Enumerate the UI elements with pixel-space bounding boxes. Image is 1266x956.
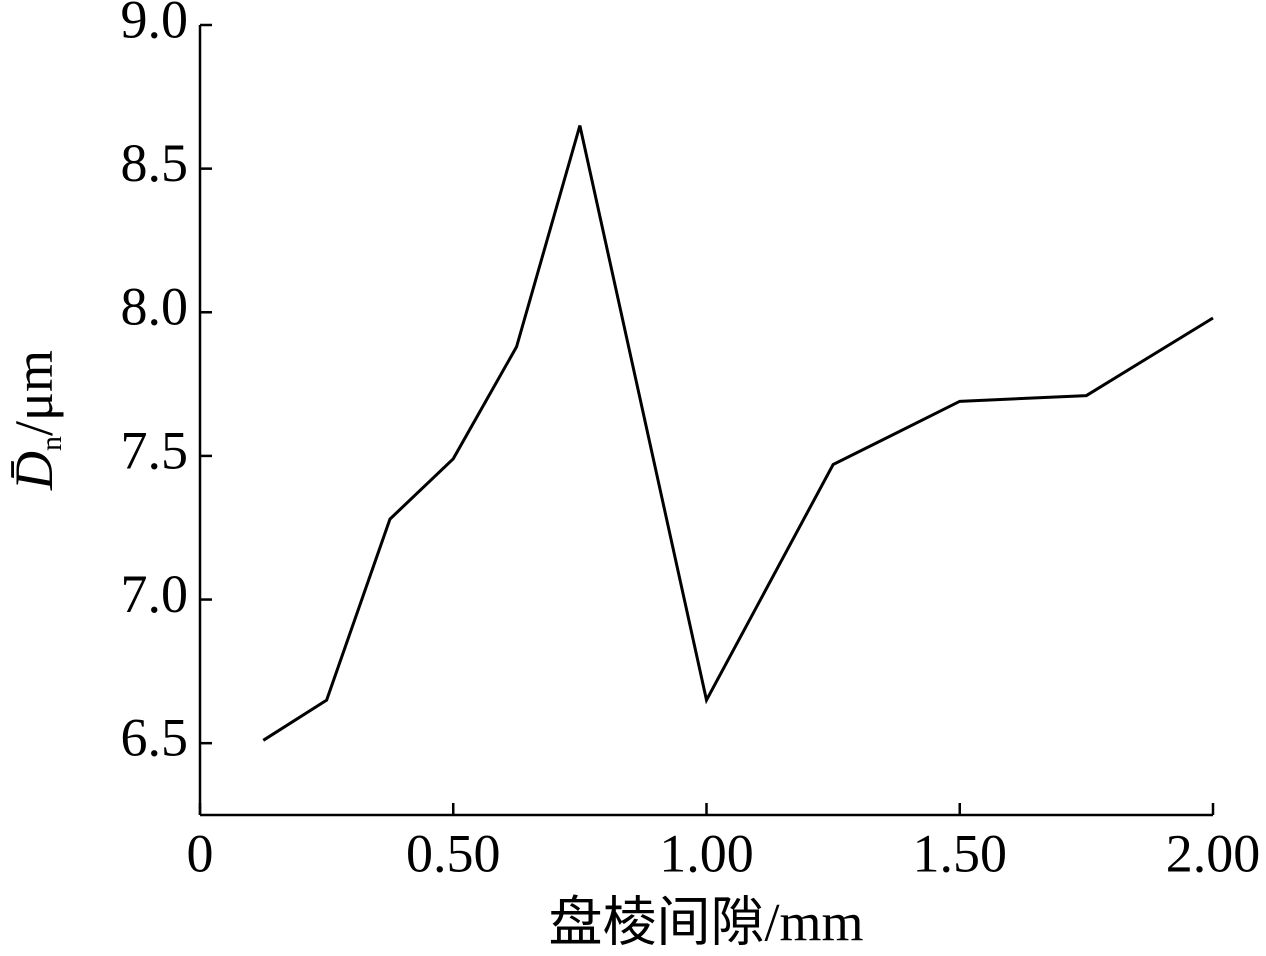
x-axis-label: 盘棱间隙/mm xyxy=(548,892,863,952)
y-axis-label-symbol: D̄ xyxy=(4,451,64,491)
y-axis-label: D̄n/μm xyxy=(4,350,68,491)
y-tick-label: 9.0 xyxy=(121,0,189,49)
y-axis-label-subscript: n xyxy=(35,436,68,451)
y-tick-label: 7.0 xyxy=(121,564,189,624)
y-tick-label: 7.5 xyxy=(121,420,189,480)
data-line xyxy=(262,125,1214,742)
x-tick-label: 0 xyxy=(187,823,214,883)
x-tick-label: 1.50 xyxy=(913,823,1008,883)
x-tick-label: 1.00 xyxy=(659,823,754,883)
y-axis-label-unit: /μm xyxy=(4,350,64,436)
x-tick-label: 0.50 xyxy=(406,823,501,883)
y-tick-label: 6.5 xyxy=(121,708,189,768)
y-tick-label: 8.5 xyxy=(121,133,189,193)
x-tick-label: 2.00 xyxy=(1166,823,1261,883)
y-tick-label: 8.0 xyxy=(121,277,189,337)
